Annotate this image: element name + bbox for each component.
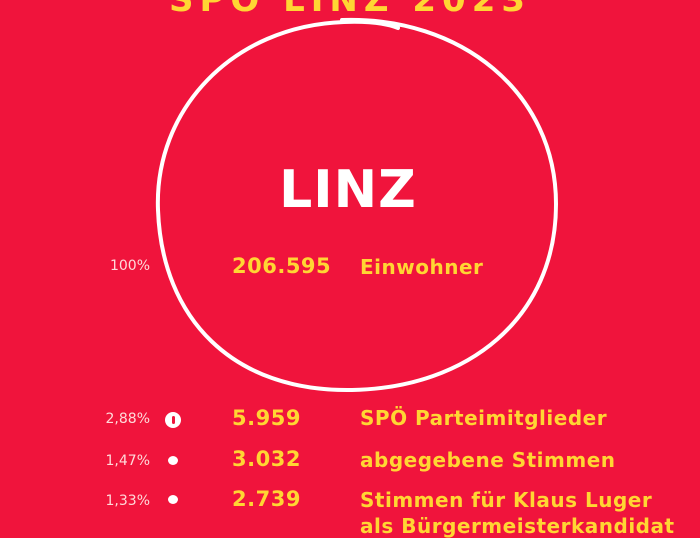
votes-label: abgegebene Stimmen <box>360 448 616 472</box>
luger-dot-icon <box>168 495 178 504</box>
page-title: SPÖ LINZ 2023 <box>168 0 532 20</box>
population-percent: 100% <box>109 258 150 274</box>
members-number: 5.959 <box>232 406 301 430</box>
members-percent: 2,88% <box>105 411 150 427</box>
luger-label: Stimmen für Klaus Luger <box>360 488 653 512</box>
city-name: LINZ <box>279 160 417 220</box>
votes-percent: 1,47% <box>105 453 150 469</box>
luger-label-cont: als Bürgermeisterkandidat <box>360 514 675 538</box>
city-circle <box>155 17 559 393</box>
population-label: Einwohner <box>360 255 484 279</box>
members-label: SPÖ Parteimitglieder <box>360 406 608 430</box>
population-number: 206.595 <box>232 254 332 278</box>
votes-dot-icon <box>168 456 178 465</box>
luger-percent: 1,33% <box>105 493 150 509</box>
members-dot-icon <box>165 412 181 428</box>
luger-number: 2.739 <box>232 487 301 511</box>
votes-number: 3.032 <box>232 447 301 471</box>
